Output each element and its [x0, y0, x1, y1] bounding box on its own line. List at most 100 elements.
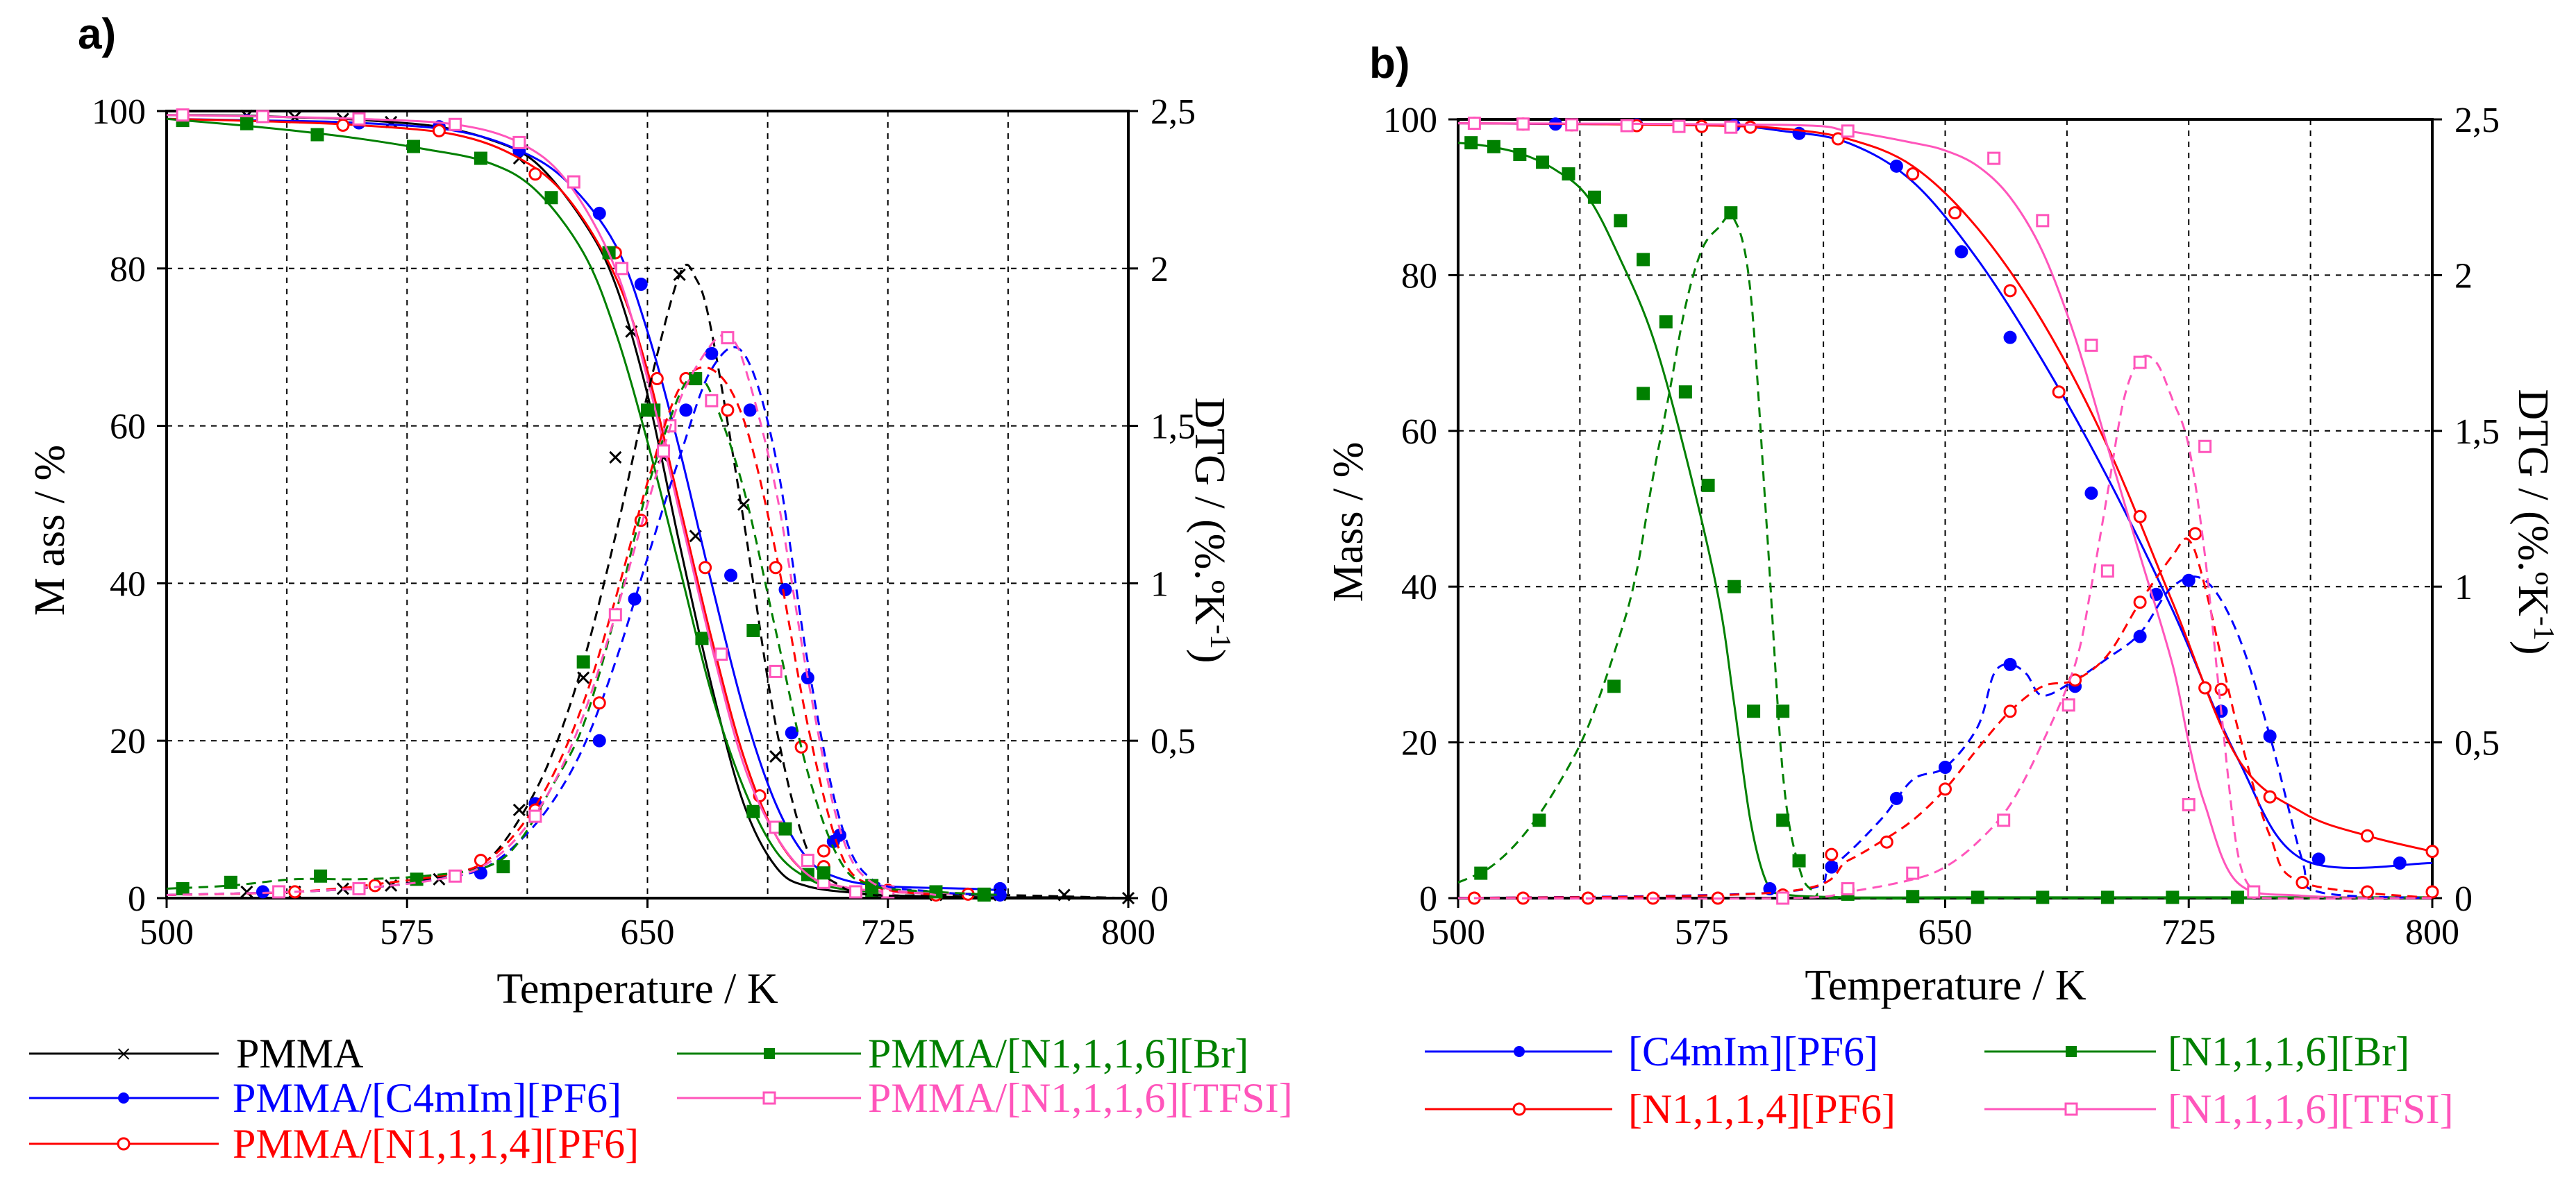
panel-b-xtick-label: 650	[1918, 913, 1973, 952]
panel-b-series-1-point	[2263, 790, 2277, 804]
panel-a-series-8-point	[176, 881, 190, 895]
panel-b-series-0-point	[2393, 856, 2407, 870]
legend-a-br-marker	[764, 1048, 775, 1059]
panel-b-series-1-point	[2198, 681, 2212, 695]
panel-a-series-8-point	[817, 866, 830, 880]
legend-b-tfsi-label: [N1,1,1,6][TFSI]	[2168, 1086, 2454, 1132]
panel-a-series-8-point	[689, 372, 703, 386]
legend-a-n1114-label: PMMA/[N1,1,1,4][PF6]	[233, 1121, 639, 1167]
panel-a-series-8-point	[977, 888, 991, 902]
panel-a-series-8-point	[314, 869, 328, 883]
panel-a-series-4-point	[256, 110, 269, 124]
panel-a-series-5	[166, 264, 1135, 905]
panel-a-series-1-point	[592, 206, 606, 220]
panel-b-series-4-point	[2263, 729, 2277, 743]
panel-a-series-9-point	[801, 854, 814, 868]
panel-a: a) 500 575 650 725 80002040608010000,511,522…	[26, 10, 1236, 1013]
panel-b-series-2-point	[1562, 167, 1575, 181]
panel-b-series-2-point	[1776, 813, 1790, 827]
legend-b-n1114-marker	[1512, 1102, 1526, 1116]
legend-b-n1114: [N1,1,1,4][PF6]	[1425, 1086, 1896, 1132]
panel-a-series-4-point	[352, 112, 366, 126]
panel-b-y2tick-label: 1	[2454, 568, 2473, 607]
panel-b-series-4-point	[2182, 573, 2196, 587]
panel-b-y2tick-label: 0	[2454, 879, 2473, 919]
panel-a-series-9-point	[352, 881, 366, 895]
panel-a-series-8-point	[929, 885, 943, 899]
panel-a-series-6-line	[166, 346, 1001, 896]
panel-b-series-7-point	[1906, 866, 1920, 880]
panel-a-series-7-point	[769, 561, 783, 575]
panel-b-series-2-point	[1728, 580, 1741, 593]
panel-a-series-7-line	[166, 366, 937, 896]
panel-b-series-2-point	[1614, 214, 1628, 228]
panel-a-series-5-point	[1121, 891, 1135, 905]
panel-b-series-7-point	[1841, 882, 1855, 896]
panel-a-y2tick-label: 0	[1151, 879, 1169, 919]
panel-b-series-3-point	[1467, 117, 1481, 130]
panel-a-series-3-point	[544, 191, 558, 205]
panel-b-series-2-point	[1513, 147, 1527, 161]
legend-a-tfsi-marker	[762, 1091, 776, 1105]
panel-a-y2tick-label: 1,5	[1151, 407, 1196, 447]
panel-a-y2label-main: DTG / (%.ºK	[1186, 397, 1233, 625]
panel-b-series-4-point	[1825, 860, 1839, 874]
panel-b-series-2-point	[1464, 136, 1478, 150]
panel-b-series-4-point	[2133, 630, 2147, 643]
panel-b-series-2-point	[1637, 253, 1650, 267]
panel-b-y2tick-label: 2	[2454, 256, 2473, 296]
panel-b-series-5-point	[2003, 704, 2017, 718]
panel-b-series-2-point	[1971, 890, 1984, 904]
panel-b-y2label-sup: -1	[2527, 616, 2559, 641]
legend-b-br-marker	[2066, 1046, 2077, 1057]
panel-a-y2label-end: )	[1186, 649, 1233, 664]
panel-b-series-0-point	[2003, 330, 2017, 344]
legend-b-br-label: [N1,1,1,6][Br]	[2168, 1029, 2409, 1074]
panel-b-series-5-point	[2189, 527, 2202, 541]
panel-b-series-7-point	[1997, 813, 2011, 827]
panel-a-y2tick-label: 0,5	[1151, 722, 1196, 761]
panel-b-series-5	[1457, 527, 2439, 905]
panel-a-series-8-point	[576, 655, 590, 669]
panel-b: b) 500 575 650 725 80002040608010000,511,522…	[1325, 40, 2559, 1009]
legend-a-pmma-marker: ×	[116, 1038, 132, 1070]
panel-b-series-7-point	[2247, 885, 2261, 899]
legend-b-br: [N1,1,1,6][Br]	[1984, 1029, 2409, 1074]
panel-a-series-6-point	[705, 346, 719, 360]
panel-b-xtick-label: 800	[2405, 913, 2459, 952]
panel-b-series-4-point	[1939, 761, 1952, 775]
panel-a-ytick-label: 40	[110, 564, 146, 604]
panel-b-series-0-point	[1889, 159, 1903, 173]
panel-b-series-5-point	[2295, 876, 2309, 890]
panel-b-xtick-label: 575	[1675, 913, 1729, 952]
panel-a-series-5-point	[769, 750, 783, 763]
legend-a-n1114-marker	[117, 1137, 131, 1151]
panel-a-series-4-point	[512, 135, 526, 149]
panel-b-series-5-point	[2425, 885, 2439, 899]
panel-b-series-1-point	[2003, 284, 2017, 298]
panel-a-ytick-label: 60	[110, 407, 146, 447]
panel-b-series-6	[1457, 206, 2432, 900]
panel-b-y2label-end: )	[2509, 641, 2557, 655]
legend-a-n1114: PMMA/[N1,1,1,4][PF6]	[29, 1121, 639, 1167]
legend-b-c4mim-label: [C4mIm][PF6]	[1628, 1029, 1878, 1074]
panel-b-xtick-label: 500	[1431, 913, 1485, 952]
panel-b-series-5-line	[1457, 537, 2433, 900]
panel-b-series-1-point	[2052, 385, 2066, 399]
legend-a-pmma-label: PMMA	[236, 1031, 363, 1077]
panel-b-grid	[1458, 119, 2432, 898]
panel-b-series-3-point	[1841, 124, 1855, 138]
panel-a-xtick-label: 650	[621, 913, 675, 952]
panel-a-series-8-point	[224, 875, 237, 889]
legend-a-tfsi: PMMA/[N1,1,1,6][TFSI]	[677, 1075, 1293, 1121]
panel-a-series-9	[166, 331, 937, 899]
panel-a-series-3	[166, 114, 991, 901]
panel-b-series-5-point	[2214, 682, 2228, 696]
panel-a-series-7-point	[592, 696, 606, 710]
panel-b-series-2-point	[1587, 190, 1601, 204]
panel-b-series-7-point	[2100, 564, 2114, 578]
panel-a-series-1-point	[634, 277, 648, 291]
panel-a-series-5-point	[673, 268, 686, 281]
panel-a-series-8-point	[865, 879, 879, 893]
